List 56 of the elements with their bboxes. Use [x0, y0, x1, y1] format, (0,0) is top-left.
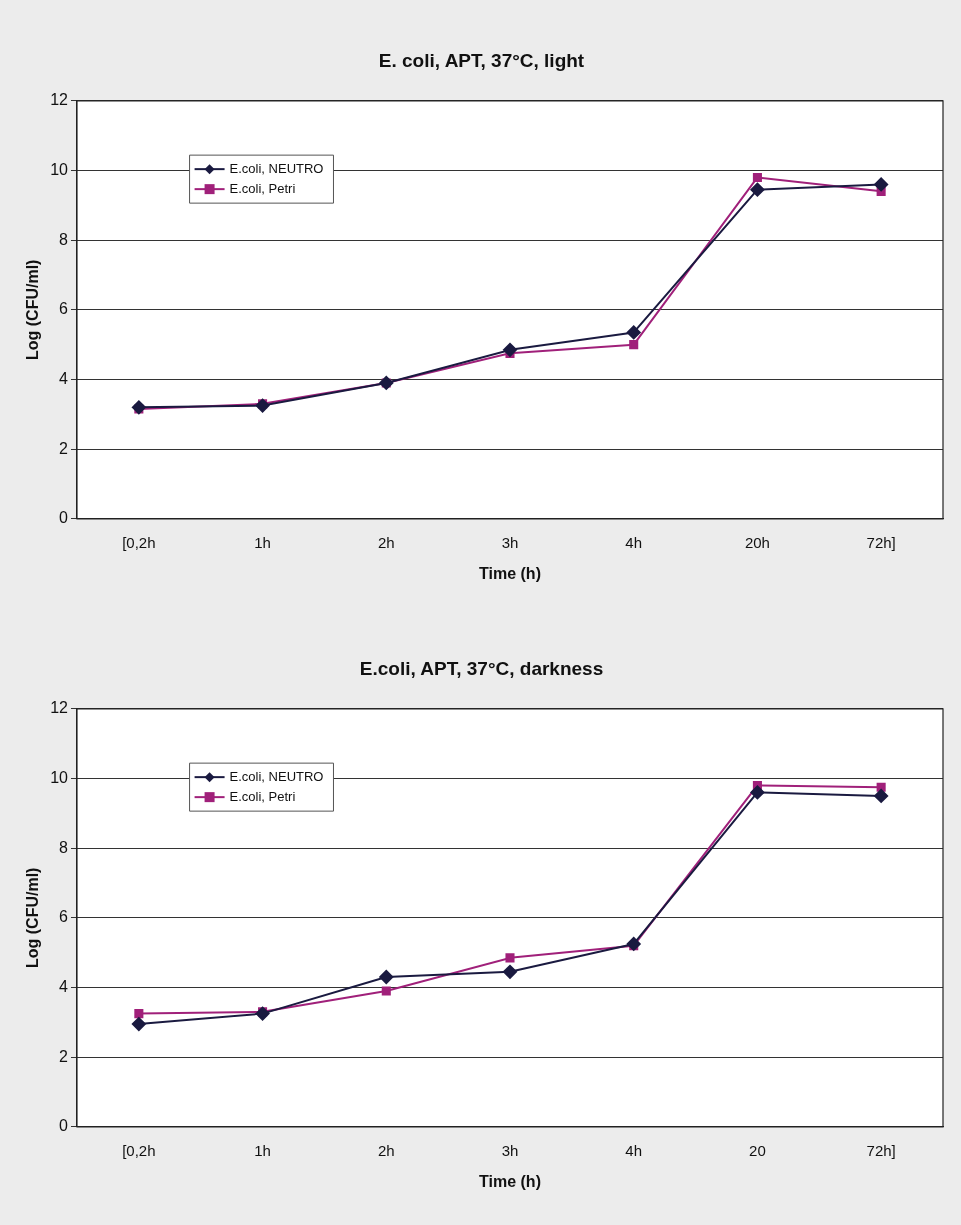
y-tick-label: 8 [59, 230, 69, 248]
point [134, 1009, 144, 1019]
x-tick-label: 1h [254, 533, 271, 551]
legend-label: E.coli, Petri [229, 180, 296, 196]
point [626, 325, 641, 340]
point [255, 398, 270, 413]
y-tick-label: 6 [59, 908, 69, 926]
y-tick-label: 12 [50, 699, 69, 717]
y-axis-title: Log (CFU/ml) [24, 867, 42, 969]
chart-title: E.coli, APT, 37°C, darkness [359, 657, 604, 679]
y-tick-label: 0 [59, 509, 69, 527]
x-tick-label: 3h [501, 533, 519, 551]
x-tick-label: 2h [377, 1141, 395, 1159]
x-tick-label: 20h [744, 533, 770, 551]
x-axis-title: Time (h) [479, 1172, 541, 1190]
y-tick-label: 12 [50, 91, 69, 109]
point [503, 964, 517, 979]
x-tick-label: [0,2h [122, 1141, 156, 1159]
legend-label: E.coli, NEUTRO [229, 768, 324, 784]
point [255, 1006, 270, 1021]
point [626, 936, 641, 951]
legend-label: E.coli, Petri [229, 788, 296, 804]
y-tick-label: 8 [59, 838, 69, 856]
point [874, 177, 889, 192]
x-tick-label: 4h [625, 533, 643, 551]
x-tick-label: 72h] [866, 533, 896, 551]
y-tick-label: 0 [59, 1117, 69, 1135]
point [750, 182, 765, 197]
x-tick-label: 2h [377, 533, 395, 551]
y-tick-label: 6 [59, 300, 69, 318]
x-tick-label: [0,2h [122, 533, 156, 551]
x-tick-label: 3h [501, 1141, 519, 1159]
y-tick-label: 2 [59, 439, 69, 457]
y-tick-label: 4 [59, 977, 69, 995]
x-axis-title: Time (h) [479, 564, 541, 582]
x-tick-label: 1h [254, 1141, 271, 1159]
point [379, 970, 394, 985]
x-tick-label: 20 [749, 1141, 766, 1159]
y-axis-title: Log (CFU/ml) [24, 259, 42, 361]
y-tick-label: 10 [50, 768, 69, 786]
legend-label: E.coli, NEUTRO [229, 160, 324, 176]
x-tick-label: 4h [625, 1141, 643, 1159]
point [505, 953, 515, 963]
chart-title: E. coli, APT, 37°C, light [378, 49, 585, 71]
point [503, 342, 517, 357]
point [750, 785, 765, 800]
point [131, 1017, 146, 1032]
point [629, 340, 639, 350]
point [131, 400, 146, 415]
point [874, 788, 889, 803]
y-tick-label: 2 [59, 1047, 69, 1065]
point [752, 172, 762, 182]
x-tick-label: 72h] [866, 1141, 896, 1159]
y-tick-label: 10 [50, 160, 69, 178]
y-tick-label: 4 [59, 369, 69, 387]
point [381, 986, 391, 996]
